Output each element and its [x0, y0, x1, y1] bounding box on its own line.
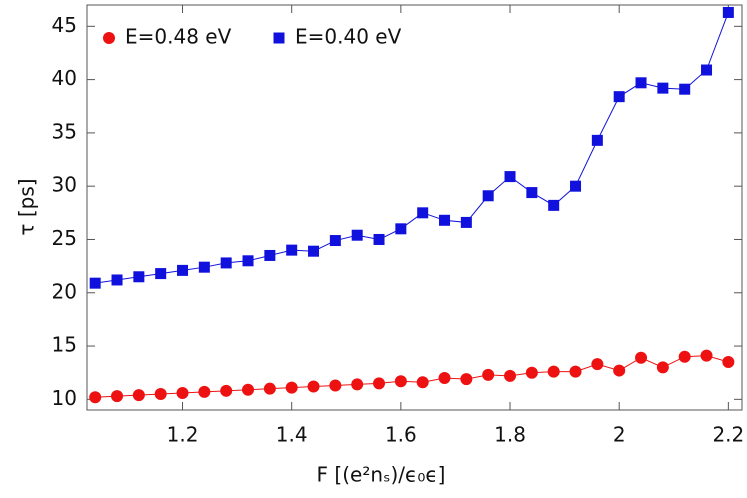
- point: [678, 350, 691, 363]
- point: [264, 249, 276, 261]
- point: [329, 235, 341, 247]
- point: [482, 190, 494, 202]
- point: [351, 229, 363, 241]
- legend-marker: [273, 32, 285, 44]
- point: [439, 214, 451, 226]
- x-tick-label: 2: [613, 423, 626, 447]
- x-tick-label: 1.4: [276, 423, 308, 447]
- point: [591, 134, 603, 146]
- x-tick-label: 2.2: [712, 423, 744, 447]
- point: [89, 277, 101, 289]
- y-tick-label: 45: [52, 13, 77, 37]
- point: [635, 77, 647, 89]
- point: [700, 349, 713, 362]
- point: [460, 373, 473, 386]
- point: [373, 377, 386, 390]
- point: [569, 365, 582, 378]
- point: [133, 271, 145, 283]
- point: [613, 91, 625, 103]
- point: [176, 386, 189, 399]
- point: [286, 244, 298, 256]
- point: [722, 6, 734, 18]
- point: [395, 223, 407, 235]
- point: [657, 82, 669, 94]
- y-tick-label: 25: [52, 226, 77, 250]
- point: [242, 383, 255, 396]
- point: [155, 268, 167, 280]
- point: [263, 382, 276, 395]
- point: [198, 261, 210, 273]
- point: [504, 369, 517, 382]
- point: [656, 361, 669, 374]
- point: [460, 216, 472, 228]
- x-tick-label: 1.6: [385, 423, 417, 447]
- point: [417, 207, 429, 219]
- point: [548, 199, 560, 211]
- legend-label: E=0.48 eV: [125, 25, 232, 49]
- point: [526, 187, 538, 199]
- point: [198, 385, 211, 398]
- point: [613, 364, 626, 377]
- point: [285, 381, 298, 394]
- point: [679, 83, 691, 95]
- point: [351, 378, 364, 391]
- point: [504, 171, 516, 183]
- point: [220, 257, 232, 269]
- y-tick-label: 40: [52, 66, 77, 90]
- point: [308, 245, 320, 257]
- point: [591, 358, 604, 371]
- point: [570, 180, 582, 192]
- point: [220, 384, 233, 397]
- y-axis-label: τ [ps]: [15, 178, 39, 235]
- x-tick-label: 1.2: [167, 423, 199, 447]
- legend-marker: [103, 32, 115, 44]
- point: [329, 379, 342, 392]
- legend-label: E=0.40 eV: [295, 25, 402, 49]
- point: [547, 365, 560, 378]
- point: [242, 255, 254, 267]
- y-tick-label: 35: [52, 119, 77, 143]
- point: [111, 390, 124, 403]
- point: [177, 264, 189, 276]
- point: [89, 391, 102, 404]
- point: [154, 388, 167, 401]
- x-tick-label: 1.8: [494, 423, 526, 447]
- plot-frame: [86, 4, 743, 411]
- point: [482, 368, 495, 381]
- point: [416, 376, 429, 389]
- point: [525, 366, 538, 379]
- y-tick-label: 10: [52, 386, 77, 410]
- point: [722, 356, 735, 369]
- point: [132, 389, 145, 402]
- y-tick-label: 15: [52, 333, 77, 357]
- y-tick-label: 20: [52, 279, 77, 303]
- series-line: [95, 355, 729, 398]
- x-axis-label: F [(e²nₛ)/ϵ₀ϵ]: [317, 463, 446, 487]
- y-tick-label: 30: [52, 173, 77, 197]
- point: [635, 351, 648, 364]
- point: [373, 233, 385, 245]
- point: [701, 64, 713, 76]
- series-line: [95, 12, 729, 284]
- point: [307, 380, 320, 393]
- point: [111, 274, 123, 286]
- point: [438, 372, 451, 385]
- point: [394, 375, 407, 388]
